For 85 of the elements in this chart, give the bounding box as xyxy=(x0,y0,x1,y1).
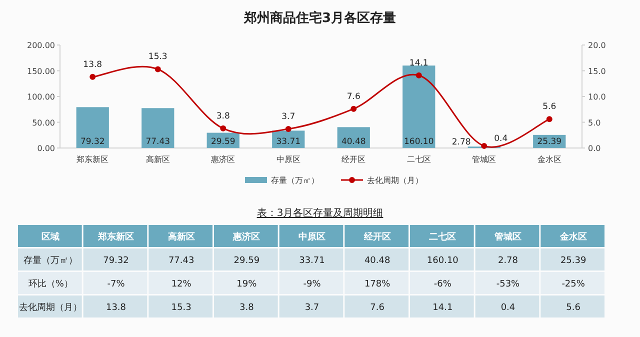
text: 区域 xyxy=(42,232,60,242)
category-label: 经开区 xyxy=(362,232,391,242)
data-label: 29.59 xyxy=(210,137,236,147)
x-tick-label: 二七区 xyxy=(406,155,431,164)
data-label: 2.78 xyxy=(452,138,471,148)
data-label: 3.7 xyxy=(304,303,320,313)
data-label: 3.8 xyxy=(216,111,230,122)
y2-tick-label: 5.0 xyxy=(588,118,601,128)
point xyxy=(154,66,161,72)
data-label: 2.78 xyxy=(498,256,518,266)
data-label: 19% xyxy=(236,280,258,290)
data-label: 33.71 xyxy=(276,137,301,147)
data-label: -7% xyxy=(107,280,126,290)
data-label: 25.39 xyxy=(560,256,586,266)
point xyxy=(546,116,552,122)
y-tick-label: 100.00 xyxy=(27,92,55,102)
y2-tick-label: 15.0 xyxy=(588,66,606,76)
data-label: 5.6 xyxy=(566,303,581,313)
data-label: 5.6 xyxy=(542,102,556,112)
point xyxy=(481,142,488,149)
y-tick-label: 50.00 xyxy=(32,118,55,128)
category-label: 金水区 xyxy=(558,232,587,242)
x-tick-label: 中原区 xyxy=(276,155,300,164)
series-label: 环比（%） xyxy=(28,278,73,290)
data-label: 14.1 xyxy=(409,58,428,68)
data-label: -6% xyxy=(434,280,452,290)
data-label: 14.1 xyxy=(432,303,453,313)
data-label: 77.43 xyxy=(146,137,170,147)
y-tick-label: 0.00 xyxy=(37,144,55,153)
bar xyxy=(142,108,174,148)
legend-label: 去化周期（月） xyxy=(367,176,423,185)
data-label: 25.39 xyxy=(537,137,562,147)
x-tick-label: 金水区 xyxy=(537,155,562,164)
data-label: 79.32 xyxy=(103,256,129,266)
x-tick-label: 郑东新区 xyxy=(76,155,109,164)
text: 表：3月各区存量及周期明细 xyxy=(256,207,384,219)
y-tick-label: 150.00 xyxy=(27,66,55,76)
category-label: 惠济区 xyxy=(232,232,260,242)
point xyxy=(220,125,226,132)
data-label: 3.8 xyxy=(240,303,254,313)
data-label: 160.10 xyxy=(426,256,459,266)
series-label: 存量（万㎡） xyxy=(24,255,78,266)
data-label: -9% xyxy=(303,280,322,290)
point xyxy=(285,126,292,132)
data-label: 0.4 xyxy=(494,134,508,144)
data-label: 3.7 xyxy=(282,112,296,122)
data-label: -53% xyxy=(496,280,520,290)
legend-label: 存量（万㎡） xyxy=(271,176,319,185)
category-label: 高新区 xyxy=(168,232,195,242)
data-label: 40.48 xyxy=(341,137,366,147)
data-label: 29.59 xyxy=(234,256,260,266)
x-tick-label: 管城区 xyxy=(472,155,496,164)
data-label: 178% xyxy=(364,280,391,290)
data-label: 160.10 xyxy=(404,137,434,147)
data-label: 40.48 xyxy=(364,256,390,266)
data-label: 7.6 xyxy=(370,303,385,313)
category-label: 二七区 xyxy=(429,232,456,242)
data-label: 13.8 xyxy=(106,303,126,313)
y-tick-label: 200.00 xyxy=(27,41,55,50)
x-tick-label: 高新区 xyxy=(146,155,170,164)
category-label: 中原区 xyxy=(298,232,326,242)
y2-tick-label: 0.0 xyxy=(588,144,601,153)
bar xyxy=(402,66,436,148)
data-label: -25% xyxy=(562,280,586,290)
x-tick-label: 经开区 xyxy=(342,155,366,164)
data-label: 0.4 xyxy=(500,303,516,313)
data-label: 13.8 xyxy=(83,60,102,70)
data-label: 15.3 xyxy=(148,52,168,62)
data-label: 15.3 xyxy=(171,303,192,313)
point xyxy=(350,106,357,112)
data-label: 7.6 xyxy=(346,92,360,102)
data-label: 33.71 xyxy=(299,256,325,266)
category-label: 管城区 xyxy=(494,232,522,242)
data-label: 79.32 xyxy=(80,137,105,147)
y2-tick-label: 10.0 xyxy=(588,92,606,102)
series-label: 去化周期（月） xyxy=(19,302,82,313)
y2-tick-label: 20.0 xyxy=(588,41,606,50)
data-label: 77.43 xyxy=(168,256,194,266)
chart-title: 郑州商品住宅3月各区存量 xyxy=(242,10,396,26)
bar xyxy=(76,107,109,148)
category-label: 郑东新区 xyxy=(97,232,134,242)
point xyxy=(416,72,422,78)
data-label: 12% xyxy=(171,280,192,290)
x-tick-label: 惠济区 xyxy=(210,155,236,164)
point xyxy=(90,74,96,80)
